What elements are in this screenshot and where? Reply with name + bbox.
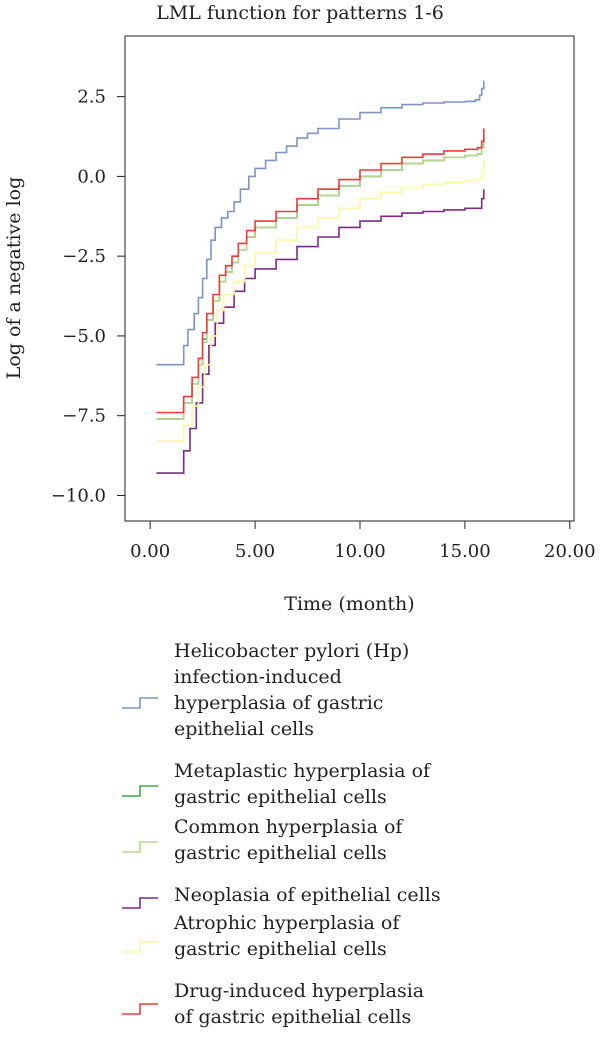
legend-label-5: Atrophic hyperplasia of gastric epitheli…: [174, 912, 400, 960]
x-tick-label: 5.00: [235, 541, 275, 562]
legend-key-4: [122, 897, 158, 909]
legend-label-6: Drug-induced hyperplasia of gastric epit…: [174, 980, 425, 1028]
x-tick-label: 0.00: [130, 541, 170, 562]
legend-key-3: [122, 841, 158, 853]
x-axis-label: Time (month): [284, 593, 415, 615]
plot-frame: [124, 35, 575, 522]
series-line-4: [156, 189, 485, 474]
y-tick-label: 0.0: [77, 166, 106, 187]
y-tick-label: −7.5: [62, 406, 106, 427]
legend-label-2: Metaplastic hyperplasia of gastric epith…: [174, 760, 431, 808]
y-axis: 2.5 0.0 −2.5 −5.0 −7.5 −10.0: [51, 87, 125, 506]
legend-key-6: [122, 1003, 158, 1015]
series-line-5: [156, 160, 485, 442]
x-tick-label: 10.00: [334, 541, 386, 562]
x-tick-label: 20.00: [544, 541, 596, 562]
legend-label-4: Neoplasia of epithelial cells: [174, 884, 441, 906]
legend-label-3: Common hyperplasia of gastric epithelial…: [174, 816, 403, 864]
y-tick-label: −2.5: [62, 246, 106, 267]
y-tick-label: −10.0: [51, 485, 106, 506]
legend-key-1: [122, 697, 158, 709]
x-axis: 0.00 5.00 10.00 15.00 20.00: [130, 521, 596, 562]
legend-key-2: [122, 785, 158, 797]
series-line-1: [156, 80, 485, 366]
series-line-3: [156, 138, 485, 420]
chart-plot: 0.00 5.00 10.00 15.00 20.00 2.5 0.0 −2.5 −5.0 −7…: [51, 35, 596, 562]
chart-title: LML function for patterns 1-6: [156, 2, 444, 24]
legend-label-1: Helicobacter pylori (Hp) infection-induc…: [174, 640, 410, 740]
y-tick-label: −5.0: [62, 326, 106, 347]
series-line-6: [156, 128, 485, 414]
y-axis-label: Log of a negative log: [3, 176, 25, 380]
y-tick-label: 2.5: [77, 87, 106, 108]
x-tick-label: 15.00: [439, 541, 491, 562]
legend-key-5: [122, 941, 158, 953]
series-layer: [156, 80, 485, 474]
